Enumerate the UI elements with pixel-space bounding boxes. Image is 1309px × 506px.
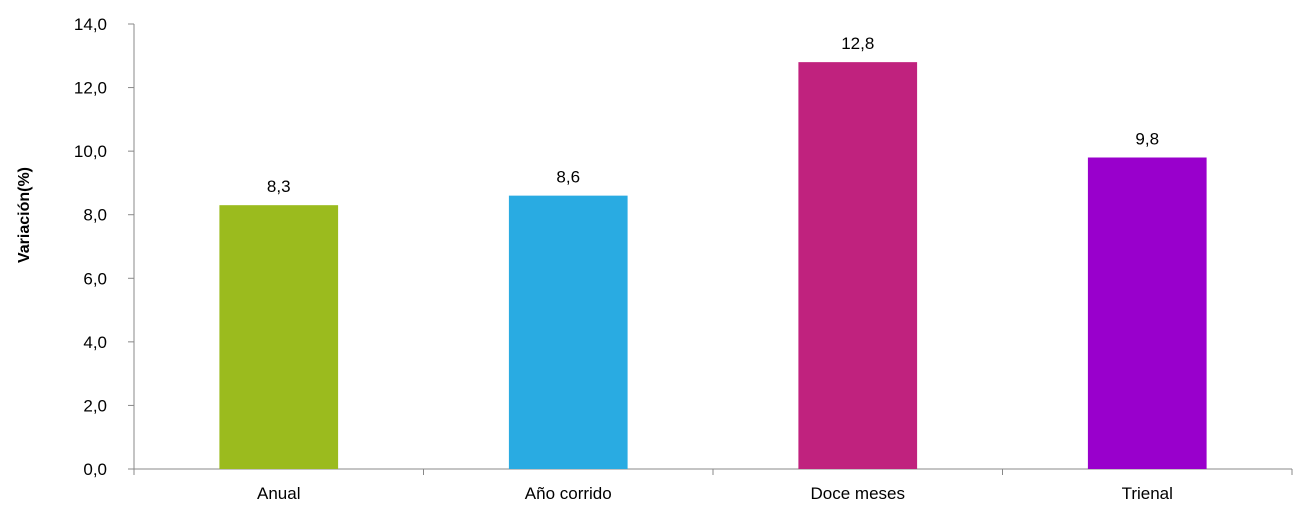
y-tick-label: 12,0 [74, 79, 107, 98]
bar [1087, 157, 1207, 469]
y-axis-label: Variación(%) [16, 167, 33, 263]
y-axis-ticks: 0,0 2,0 4,0 6,0 8,0 10,0 12,0 14,0 [74, 15, 134, 479]
bar-value-label: 12,8 [841, 34, 874, 53]
y-tick-label: 6,0 [83, 269, 107, 288]
x-category-label: Anual [257, 484, 300, 503]
bar [219, 205, 339, 469]
bar-value-label: 8,6 [556, 168, 580, 187]
y-tick-label: 0,0 [83, 460, 107, 479]
y-tick-label: 10,0 [74, 142, 107, 161]
x-axis-ticks: Anual Año corrido Doce meses Trienal [133, 469, 1293, 503]
x-category-label: Año corrido [525, 484, 612, 503]
bar-series [219, 62, 1207, 470]
x-category-label: Trienal [1122, 484, 1173, 503]
y-tick-label: 14,0 [74, 15, 107, 34]
bar [798, 62, 918, 470]
data-labels: 8,3 8,6 12,8 9,8 [267, 34, 1159, 196]
y-tick-label: 2,0 [83, 396, 107, 415]
bar-value-label: 9,8 [1135, 130, 1159, 149]
y-tick-label: 4,0 [83, 333, 107, 352]
y-tick-label: 8,0 [83, 206, 107, 225]
x-category-label: Doce meses [811, 484, 905, 503]
bar [508, 195, 628, 469]
bar-value-label: 8,3 [267, 177, 291, 196]
